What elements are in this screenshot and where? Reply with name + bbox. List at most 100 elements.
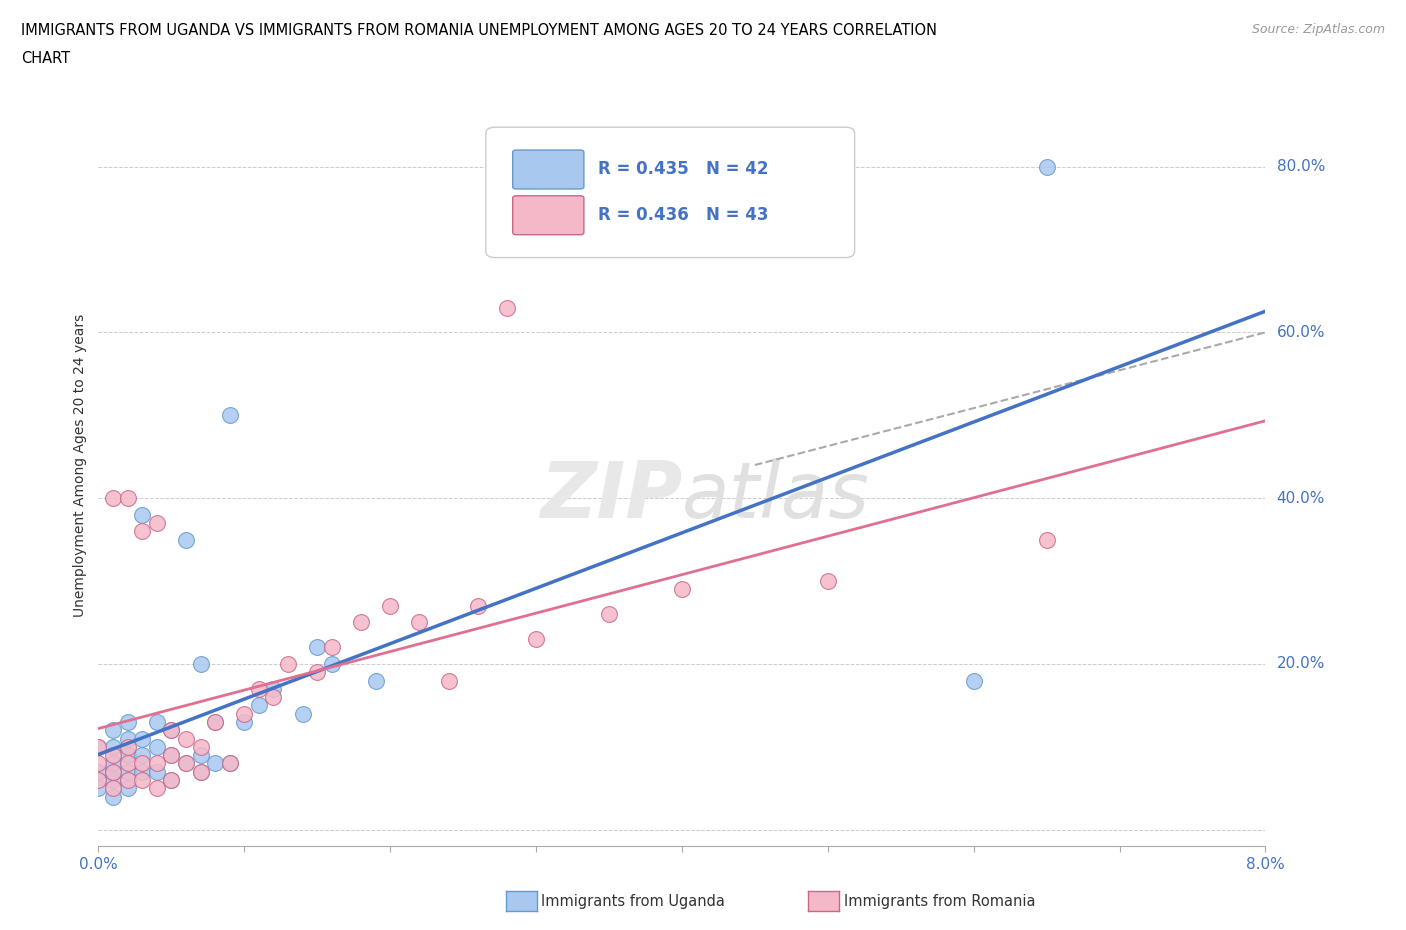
- Point: [218, 756, 240, 771]
- Point: [146, 756, 169, 771]
- Point: [671, 582, 693, 597]
- Point: [174, 756, 197, 771]
- Point: [291, 706, 314, 721]
- Point: [87, 773, 110, 788]
- Point: [307, 665, 329, 680]
- Point: [350, 615, 373, 630]
- Point: [321, 640, 343, 655]
- Point: [117, 764, 139, 779]
- Point: [1035, 532, 1057, 547]
- Text: 40.0%: 40.0%: [1277, 491, 1324, 506]
- Point: [117, 756, 139, 771]
- Point: [131, 748, 153, 763]
- Point: [1035, 159, 1057, 174]
- Point: [204, 756, 226, 771]
- Point: [160, 748, 183, 763]
- Text: IMMIGRANTS FROM UGANDA VS IMMIGRANTS FROM ROMANIA UNEMPLOYMENT AMONG AGES 20 TO : IMMIGRANTS FROM UGANDA VS IMMIGRANTS FRO…: [21, 23, 936, 38]
- Point: [160, 723, 183, 737]
- Point: [174, 731, 197, 746]
- Point: [87, 781, 110, 796]
- Text: 80.0%: 80.0%: [1277, 159, 1324, 174]
- Point: [262, 690, 284, 705]
- Point: [817, 574, 839, 589]
- FancyBboxPatch shape: [486, 127, 855, 258]
- Point: [117, 781, 139, 796]
- Point: [408, 615, 430, 630]
- Text: Immigrants from Uganda: Immigrants from Uganda: [541, 894, 725, 909]
- Point: [117, 739, 139, 754]
- Point: [146, 781, 169, 796]
- Point: [101, 790, 124, 804]
- Text: 20.0%: 20.0%: [1277, 657, 1324, 671]
- Text: R = 0.436   N = 43: R = 0.436 N = 43: [598, 206, 769, 224]
- Text: Immigrants from Romania: Immigrants from Romania: [844, 894, 1035, 909]
- Point: [131, 524, 153, 538]
- Point: [174, 532, 197, 547]
- Point: [307, 640, 329, 655]
- Point: [190, 657, 212, 671]
- Point: [87, 739, 110, 754]
- Point: [321, 657, 343, 671]
- Point: [233, 714, 256, 729]
- Point: [146, 764, 169, 779]
- Point: [277, 657, 299, 671]
- Point: [101, 491, 124, 506]
- Point: [962, 673, 984, 688]
- Point: [131, 773, 153, 788]
- Point: [101, 764, 124, 779]
- Point: [190, 739, 212, 754]
- Point: [117, 773, 139, 788]
- Point: [364, 673, 387, 688]
- Point: [146, 515, 169, 530]
- Point: [146, 739, 169, 754]
- Point: [262, 682, 284, 697]
- Point: [160, 773, 183, 788]
- Point: [218, 756, 240, 771]
- Point: [131, 764, 153, 779]
- Point: [101, 739, 124, 754]
- Text: 60.0%: 60.0%: [1277, 325, 1324, 339]
- Point: [160, 723, 183, 737]
- Point: [101, 781, 124, 796]
- FancyBboxPatch shape: [513, 150, 583, 189]
- Point: [101, 723, 124, 737]
- Point: [117, 748, 139, 763]
- Point: [437, 673, 460, 688]
- Point: [496, 300, 519, 315]
- Point: [190, 764, 212, 779]
- Y-axis label: Unemployment Among Ages 20 to 24 years: Unemployment Among Ages 20 to 24 years: [73, 313, 87, 617]
- Point: [87, 739, 110, 754]
- Text: atlas: atlas: [682, 458, 870, 534]
- Point: [131, 731, 153, 746]
- Point: [174, 756, 197, 771]
- Point: [378, 599, 402, 614]
- Point: [117, 731, 139, 746]
- Point: [190, 764, 212, 779]
- Point: [204, 714, 226, 729]
- Point: [87, 756, 110, 771]
- Point: [204, 714, 226, 729]
- Point: [190, 748, 212, 763]
- Point: [146, 714, 169, 729]
- Text: CHART: CHART: [21, 51, 70, 66]
- FancyBboxPatch shape: [513, 196, 583, 234]
- Text: Source: ZipAtlas.com: Source: ZipAtlas.com: [1251, 23, 1385, 36]
- Point: [101, 756, 124, 771]
- Point: [117, 491, 139, 506]
- Point: [524, 631, 547, 646]
- Point: [247, 698, 270, 712]
- Point: [131, 507, 153, 522]
- Point: [233, 706, 256, 721]
- Point: [467, 599, 489, 614]
- Point: [218, 408, 240, 423]
- Point: [131, 756, 153, 771]
- Point: [87, 764, 110, 779]
- Point: [160, 748, 183, 763]
- Point: [101, 764, 124, 779]
- Point: [117, 714, 139, 729]
- Point: [247, 682, 270, 697]
- Text: ZIP: ZIP: [540, 458, 682, 534]
- Point: [101, 773, 124, 788]
- Text: R = 0.435   N = 42: R = 0.435 N = 42: [598, 160, 769, 179]
- Point: [598, 606, 620, 621]
